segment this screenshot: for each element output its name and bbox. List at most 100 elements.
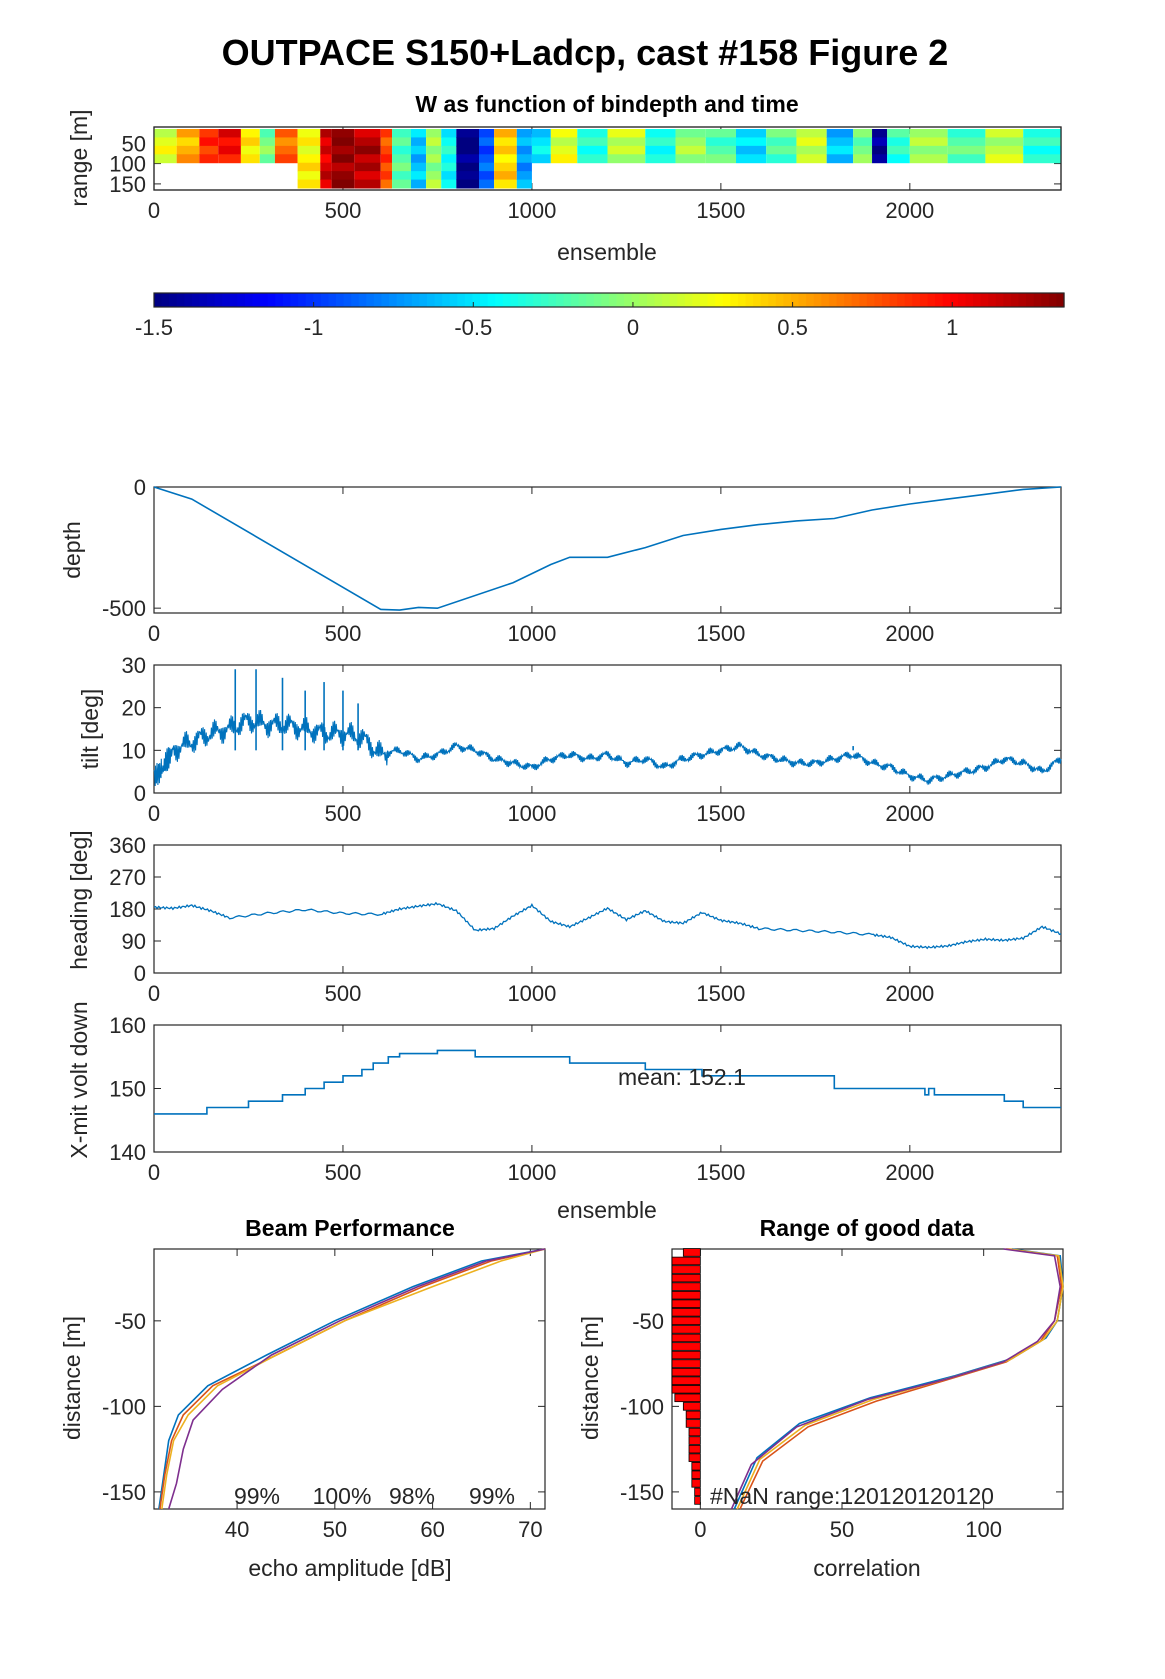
w-cell	[426, 154, 442, 164]
w-cell	[154, 129, 177, 138]
colorbar-cell	[707, 293, 716, 307]
w-cell	[826, 154, 854, 164]
colorbar-cell	[1048, 293, 1058, 307]
colorbar-cell	[1033, 293, 1042, 307]
colorbar-cell	[973, 293, 982, 307]
w-cell	[577, 129, 608, 138]
w-cell	[675, 137, 706, 147]
heading-ytick-label: 0	[134, 961, 146, 986]
w-cell	[410, 162, 427, 172]
colorbar-cell	[237, 293, 246, 307]
w-cell	[154, 145, 177, 155]
colorbar-cell	[533, 293, 542, 307]
w-cell	[516, 145, 532, 155]
colorbar-cell	[563, 293, 572, 307]
w-cell	[456, 129, 480, 138]
colorbar-frame	[153, 292, 1065, 308]
beam-performance-xtick-label: 40	[225, 1517, 249, 1542]
w-cell	[410, 171, 427, 181]
colorbar-cell	[381, 293, 390, 307]
w-cell	[494, 145, 517, 155]
colorbar-cell	[464, 293, 474, 307]
w-cell	[320, 154, 332, 164]
colorbar-tick-label: 0.5	[777, 315, 808, 340]
w-cell	[516, 137, 532, 147]
w-cell	[320, 129, 332, 138]
w-cell	[331, 145, 355, 155]
w-cell	[354, 145, 381, 155]
w-cell	[380, 129, 393, 138]
colorbar-cell	[343, 293, 352, 307]
w-image-xtick-label: 2000	[885, 198, 934, 223]
colorbar-cell	[502, 293, 512, 307]
range-bar	[691, 1470, 701, 1480]
w-cell	[796, 145, 827, 155]
w-cell	[826, 137, 854, 147]
colorbar-cell	[639, 293, 648, 307]
w-cell	[479, 171, 495, 181]
heading-ytick-label: 180	[109, 897, 146, 922]
colorbar-cell	[154, 293, 163, 307]
w-image-ytick-label: 100	[109, 152, 146, 177]
w-cell	[531, 154, 551, 164]
colorbar-cell	[320, 293, 330, 307]
w-cell	[985, 137, 1024, 147]
tilt-ylabel: tilt [deg]	[77, 689, 103, 770]
w-cell	[735, 137, 767, 147]
w-cell	[853, 137, 873, 147]
colorbar-cell	[609, 293, 618, 307]
w-cell	[274, 145, 298, 155]
colorbar-cell	[957, 293, 967, 307]
w-image-ylabel: range [m]	[66, 109, 92, 206]
tilt-ytick-label: 10	[122, 738, 146, 763]
colorbar-cell	[169, 293, 178, 307]
colorbar-cell	[1018, 293, 1027, 307]
colorbar-cell	[844, 293, 853, 307]
w-cell	[550, 129, 578, 138]
colorbar-cell	[768, 293, 777, 307]
w-cell	[705, 154, 736, 164]
colorbar-cell	[593, 293, 603, 307]
colorbar-cell	[646, 293, 656, 307]
colorbar-cell	[260, 293, 269, 307]
w-cell	[259, 137, 275, 147]
colorbar-cell	[995, 293, 1004, 307]
colorbar-cell	[548, 293, 557, 307]
range-bar	[682, 1402, 701, 1411]
w-image-xlabel: ensemble	[557, 239, 657, 265]
w-cell	[796, 129, 827, 138]
w-cell	[494, 154, 517, 164]
w-cell	[909, 137, 948, 147]
w-cell	[645, 137, 676, 147]
w-cell	[380, 179, 393, 189]
w-cell	[479, 137, 495, 147]
colorbar-cell	[798, 293, 807, 307]
w-cell	[240, 129, 260, 138]
w-cell	[853, 129, 873, 138]
w-cell	[331, 129, 355, 138]
xmit-volt-mean-annotation: mean: 152.1	[618, 1064, 746, 1090]
colorbar-cell	[737, 293, 747, 307]
colorbar-cell	[677, 293, 686, 307]
w-cell	[392, 137, 411, 147]
w-cell	[887, 154, 910, 164]
colorbar-cell	[480, 293, 489, 307]
range-xlabel: correlation	[813, 1555, 920, 1581]
w-image-ytick-label: 50	[122, 131, 146, 156]
w-cell	[494, 137, 517, 147]
depth-xtick-label: 2000	[885, 621, 934, 646]
colorbar-cell	[222, 293, 231, 307]
w-cell	[410, 145, 427, 155]
range-bar	[671, 1273, 701, 1283]
w-cell	[199, 154, 219, 164]
beam-performance-xtick-label: 50	[323, 1517, 347, 1542]
colorbar-cell	[419, 293, 428, 307]
xmit-volt-series	[154, 1049, 1061, 1115]
w-cell	[531, 129, 551, 138]
w-cell	[297, 129, 321, 138]
w-cell	[675, 129, 706, 138]
w-cell	[392, 179, 411, 189]
w-cell	[297, 137, 321, 147]
w-cell	[516, 162, 532, 172]
